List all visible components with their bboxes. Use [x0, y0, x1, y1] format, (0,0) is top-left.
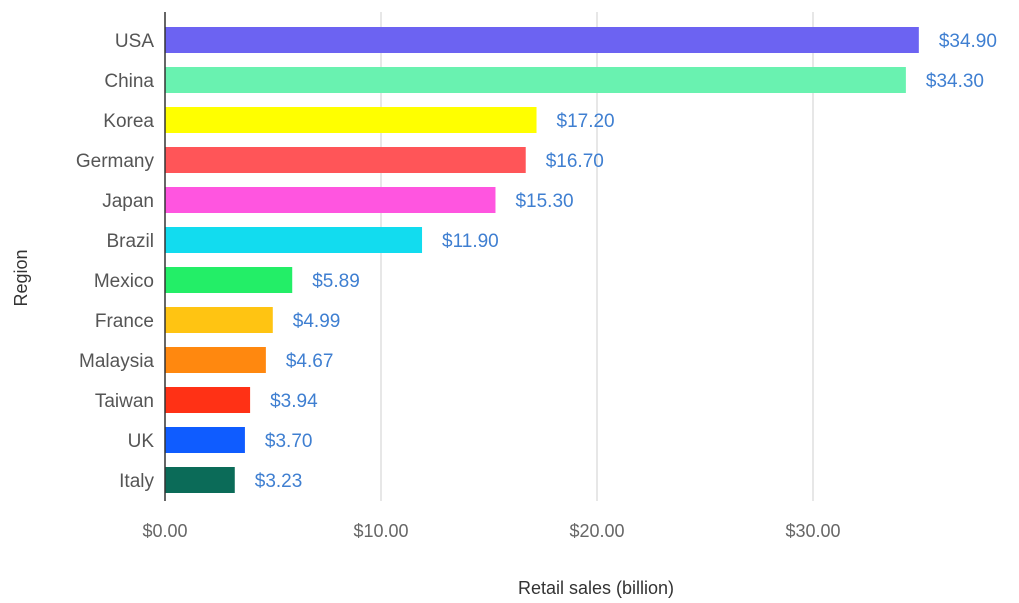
- bar-usa: [165, 27, 919, 53]
- category-label: Italy: [119, 471, 154, 492]
- category-label: China: [104, 71, 154, 92]
- value-label: $4.99: [293, 311, 341, 332]
- x-tick-label: $30.00: [785, 521, 840, 541]
- bars-layer: [165, 27, 919, 493]
- bar-france: [165, 307, 273, 333]
- bar-japan: [165, 187, 496, 213]
- x-tick-label: $10.00: [353, 521, 408, 541]
- category-label: Japan: [102, 191, 154, 212]
- value-label: $15.30: [515, 191, 573, 212]
- value-label: $3.23: [255, 471, 303, 492]
- value-label: $5.89: [312, 271, 360, 292]
- value-label: $17.20: [557, 111, 615, 132]
- category-label: France: [95, 311, 154, 332]
- category-label: Mexico: [94, 271, 154, 292]
- category-label: UK: [128, 431, 155, 452]
- bar-uk: [165, 427, 245, 453]
- labels-layer: USA $34.90 China $34.30 Korea $17.20 Germany $1…: [76, 31, 997, 492]
- bar-taiwan: [165, 387, 251, 413]
- bar-brazil: [165, 227, 423, 253]
- value-label: $34.30: [926, 71, 984, 92]
- category-label: Brazil: [106, 231, 154, 252]
- x-axis-title: Retail sales (billion): [518, 578, 674, 598]
- value-label: $16.70: [546, 151, 604, 172]
- value-label: $3.70: [265, 431, 313, 452]
- category-label: Korea: [103, 111, 154, 132]
- bar-korea: [165, 107, 537, 133]
- y-axis-title: Region: [11, 249, 31, 306]
- category-label: USA: [115, 31, 154, 52]
- category-label: Taiwan: [95, 391, 154, 412]
- bar-germany: [165, 147, 526, 173]
- x-tick-label: $0.00: [142, 521, 187, 541]
- value-label: $4.67: [286, 351, 334, 372]
- category-label: Germany: [76, 151, 155, 172]
- value-label: $34.90: [939, 31, 997, 52]
- value-label: $11.90: [442, 231, 499, 252]
- bar-italy: [165, 467, 235, 493]
- value-label: $3.94: [270, 391, 318, 412]
- bar-mexico: [165, 267, 293, 293]
- category-label: Malaysia: [79, 351, 154, 372]
- ticks-layer: $0.00 $10.00 $20.00 $30.00: [142, 521, 840, 541]
- bar-malaysia: [165, 347, 266, 373]
- bar-china: [165, 67, 906, 93]
- grid-layer: [380, 12, 814, 501]
- x-tick-label: $20.00: [569, 521, 624, 541]
